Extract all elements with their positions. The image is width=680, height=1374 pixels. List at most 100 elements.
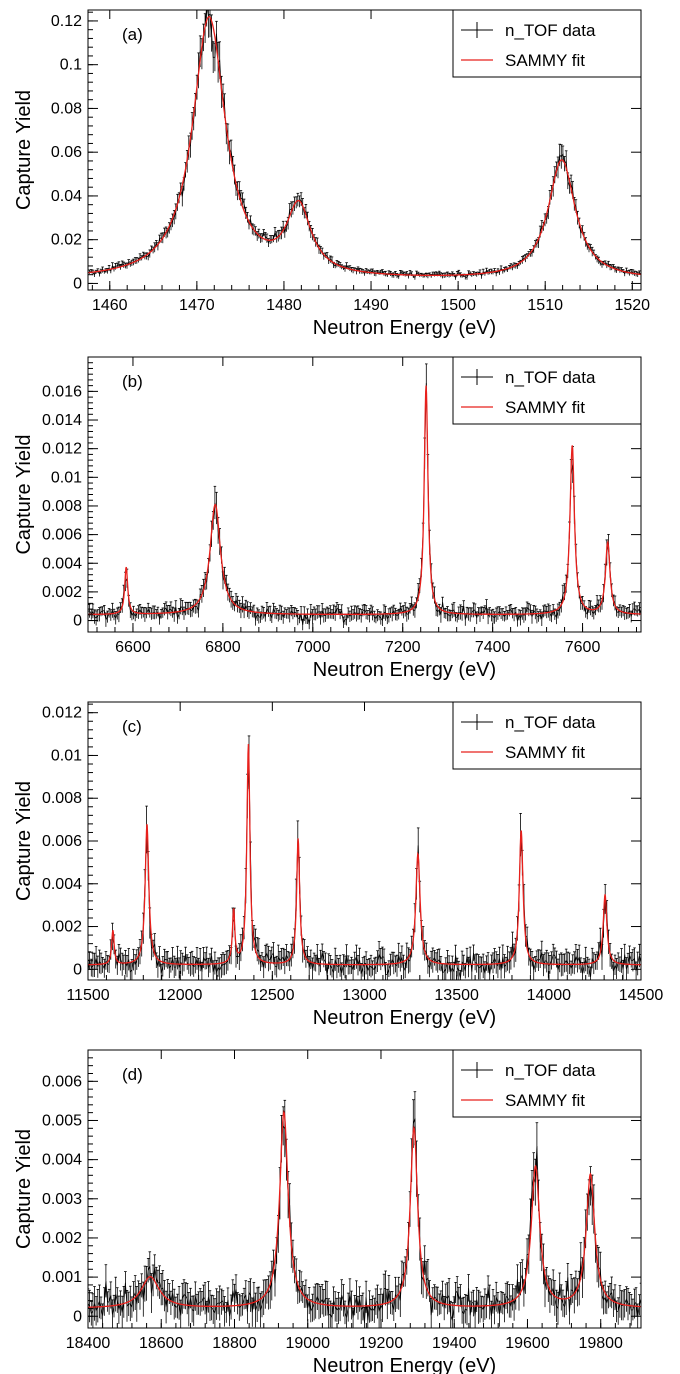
panel-label: (c) xyxy=(122,717,142,736)
x-tick-label: 14000 xyxy=(527,987,572,1004)
legend-label-fit: SAMMY fit xyxy=(505,51,585,70)
fit-curve-sammy-b xyxy=(88,385,641,616)
x-tick-label: 14500 xyxy=(619,987,664,1004)
x-axis-b: 6600 6800 7000 7200 7400 7600 xyxy=(96,357,638,656)
panel-label: (d) xyxy=(122,1065,143,1084)
y-tick-label: 0.002 xyxy=(42,919,82,936)
plot-frame xyxy=(87,9,642,291)
y-tick-label: 0 xyxy=(73,613,82,630)
fit-curve-sammy-c xyxy=(88,743,641,966)
legend-box xyxy=(452,701,642,770)
x-tick-label: 7200 xyxy=(385,639,421,656)
x-tick-label: 18600 xyxy=(139,1335,184,1352)
x-tick-label: 7400 xyxy=(475,639,511,656)
x-tick-label: 12500 xyxy=(250,987,295,1004)
legend-label-fit: SAMMY fit xyxy=(505,398,585,417)
x-tick-label: 1520 xyxy=(614,297,650,314)
chart-panel-a: 1460 1470 1480 1490 1500 1510 1520 0 0.02 0.04 0.0… xyxy=(13,9,650,339)
y-tick-label: 0.01 xyxy=(51,747,82,764)
legend-label-data: n_TOF data xyxy=(505,1061,596,1080)
legend-box xyxy=(452,9,642,78)
y-tick-label: 0 xyxy=(73,961,82,978)
x-tick-label: 1490 xyxy=(353,297,389,314)
y-tick-label: 0.002 xyxy=(42,584,82,601)
y-tick-label: 0.12 xyxy=(51,13,82,30)
x-tick-label: 1480 xyxy=(266,297,302,314)
y-tick-label: 0.01 xyxy=(51,469,82,486)
plot-area-a xyxy=(88,10,641,280)
x-tick-label: 7000 xyxy=(295,639,331,656)
y-tick-label: 0.004 xyxy=(42,876,82,893)
chart-panel-c: 11500 12000 12500 13000 13500 14000 14500 0 0.00… xyxy=(13,701,663,1029)
plot-frame xyxy=(87,1049,642,1329)
x-tick-label: 1460 xyxy=(92,297,128,314)
x-tick-label: 6800 xyxy=(205,639,241,656)
legend-label-fit: SAMMY fit xyxy=(505,1091,585,1110)
y-tick-label: 0.008 xyxy=(42,790,82,807)
y-tick-label: 0.012 xyxy=(42,705,82,722)
y-tick-label: 0.001 xyxy=(42,1269,82,1286)
x-tick-label: 1470 xyxy=(179,297,215,314)
x-tick-label: 1510 xyxy=(527,297,563,314)
y-tick-label: 0.002 xyxy=(42,1230,82,1247)
plot-area-d xyxy=(88,1091,641,1328)
x-axis-title: Neutron Energy (eV) xyxy=(313,659,496,681)
data-series-ntof-c xyxy=(88,735,641,980)
data-series-ntof-d xyxy=(88,1091,641,1328)
y-tick-label: 0.006 xyxy=(42,1073,82,1090)
plot-area-b xyxy=(88,363,641,631)
chart-panel-b: 6600 6800 7000 7200 7400 7600 0 0.002 0.004 0.006… xyxy=(13,356,642,681)
legend: n_TOF data SAMMY fit xyxy=(452,9,642,78)
legend-label-data: n_TOF data xyxy=(505,713,596,732)
y-tick-label: 0.006 xyxy=(42,833,82,850)
x-axis-c: 11500 12000 12500 13000 13500 14000 14500 xyxy=(66,702,663,1004)
fit-curve-sammy-a xyxy=(88,16,641,276)
fit-curve-sammy-d xyxy=(88,1110,641,1308)
data-line xyxy=(88,383,641,625)
y-axis-title: Capture Yield xyxy=(13,90,35,210)
x-tick-label: 7600 xyxy=(565,639,601,656)
y-tick-label: 0.1 xyxy=(60,57,82,74)
x-tick-label: 13000 xyxy=(342,987,387,1004)
x-tick-label: 18400 xyxy=(66,1335,111,1352)
y-tick-label: 0.08 xyxy=(51,100,82,117)
y-tick-label: 0.008 xyxy=(42,498,82,515)
x-tick-label: 19200 xyxy=(359,1335,404,1352)
x-axis-a: 1460 1470 1480 1490 1500 1510 1520 xyxy=(91,10,650,314)
x-axis-title: Neutron Energy (eV) xyxy=(313,1007,496,1029)
y-axis-title: Capture Yield xyxy=(13,1129,35,1249)
x-tick-label: 13500 xyxy=(434,987,479,1004)
legend-label-data: n_TOF data xyxy=(505,21,596,40)
panel-label: (b) xyxy=(122,372,143,391)
y-tick-label: 0 xyxy=(73,275,82,292)
x-tick-label: 18800 xyxy=(212,1335,257,1352)
y-axis-c: 0 0.002 0.004 0.006 0.008 0.01 0.012 xyxy=(42,703,641,978)
legend-box xyxy=(452,1049,642,1118)
y-tick-label: 0.016 xyxy=(42,383,82,400)
x-tick-label: 1500 xyxy=(440,297,476,314)
y-tick-label: 0.02 xyxy=(51,232,82,249)
x-tick-label: 19400 xyxy=(432,1335,477,1352)
y-tick-label: 0.006 xyxy=(42,527,82,544)
legend-label-fit: SAMMY fit xyxy=(505,743,585,762)
legend-label-data: n_TOF data xyxy=(505,368,596,387)
y-tick-label: 0.012 xyxy=(42,441,82,458)
y-axis-title: Capture Yield xyxy=(13,781,35,901)
x-tick-label: 6600 xyxy=(115,639,151,656)
y-tick-label: 0.004 xyxy=(42,555,82,572)
legend: n_TOF data SAMMY fit xyxy=(452,1049,642,1118)
x-tick-label: 19000 xyxy=(285,1335,330,1352)
y-axis-d: 0 0.001 0.002 0.003 0.004 0.005 0.006 xyxy=(42,1049,641,1325)
legend: n_TOF data SAMMY fit xyxy=(452,701,642,770)
data-line xyxy=(88,762,641,978)
x-axis-title: Neutron Energy (eV) xyxy=(313,1355,496,1374)
y-tick-label: 0.003 xyxy=(42,1191,82,1208)
legend: n_TOF data SAMMY fit xyxy=(452,356,642,425)
y-axis-title: Capture Yield xyxy=(13,434,35,554)
x-tick-label: 19800 xyxy=(578,1335,623,1352)
y-tick-label: 0 xyxy=(73,1308,82,1325)
x-axis-title: Neutron Energy (eV) xyxy=(313,317,496,339)
x-tick-label: 12000 xyxy=(158,987,203,1004)
y-axis-b: 0 0.002 0.004 0.006 0.008 0.01 0.012 0.014 0.016 xyxy=(42,356,641,630)
